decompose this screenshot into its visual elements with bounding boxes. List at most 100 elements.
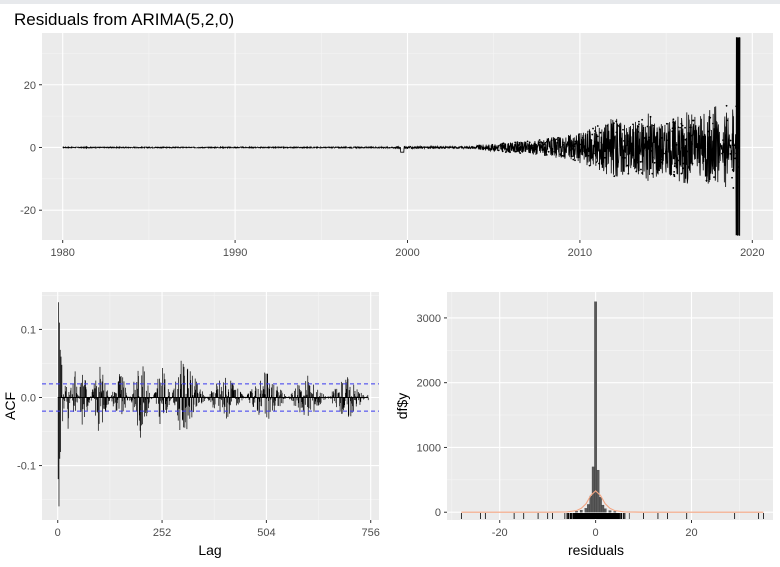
residual-point	[527, 147, 530, 150]
residual-point	[592, 127, 594, 130]
histogram-bar	[613, 511, 617, 513]
residual-point	[612, 122, 615, 125]
y-tick-label: 0	[30, 142, 36, 154]
residual-point	[658, 128, 661, 131]
residual-point	[665, 122, 668, 125]
residual-point	[504, 151, 507, 153]
x-axis-label: residuals	[568, 542, 624, 558]
residual-point	[508, 150, 511, 153]
residual-point	[532, 144, 534, 147]
residual-point	[650, 150, 653, 152]
residual-point	[735, 152, 737, 155]
residual-point	[628, 140, 631, 143]
residual-point	[673, 165, 676, 168]
density-curve	[461, 490, 764, 513]
acf-panel: -0.1 0.0 0.1 0 252 504 756 Lag ACF	[2, 292, 380, 558]
residual-point	[641, 155, 644, 157]
residual-point	[519, 152, 522, 155]
residual-point	[691, 143, 693, 145]
panel-background	[42, 292, 379, 520]
residual-point	[590, 139, 593, 142]
residual-point	[674, 127, 676, 130]
chart-title: Residuals from ARIMA(5,2,0)	[14, 10, 234, 29]
residual-point	[658, 155, 661, 158]
minor-gridlines	[42, 292, 379, 520]
residual-point	[545, 153, 548, 156]
residual-point	[622, 128, 624, 131]
residual-point	[713, 176, 715, 179]
residual-point	[737, 166, 740, 168]
residual-point	[735, 105, 738, 108]
residual-point	[581, 136, 584, 139]
residual-point	[569, 149, 572, 152]
residual-point	[638, 120, 640, 123]
histogram-bar	[608, 510, 612, 513]
residual-point	[672, 118, 675, 121]
residual-point	[510, 149, 513, 151]
residual-point	[673, 175, 676, 178]
residual-point	[709, 116, 712, 119]
residual-point	[574, 140, 577, 143]
residual-point	[677, 126, 680, 129]
residual-point	[691, 119, 694, 122]
residual-point	[661, 137, 663, 139]
residual-point	[578, 133, 580, 136]
residual-point	[547, 150, 550, 153]
residual-point	[684, 126, 686, 129]
y-axis-ticks: 0 1000 2000 3000	[417, 313, 447, 519]
residual-point	[535, 147, 538, 150]
residual-point	[682, 162, 685, 165]
residual-point	[546, 140, 548, 143]
residual-point	[572, 158, 575, 161]
residual-point	[671, 130, 674, 133]
residual-point	[516, 148, 519, 151]
residual-point	[665, 150, 668, 153]
residual-point	[722, 139, 724, 142]
residual-point	[561, 154, 564, 157]
residual-point	[708, 129, 711, 132]
residual-point	[646, 125, 649, 128]
residual-point	[708, 169, 711, 172]
residual-point	[723, 144, 726, 146]
residual-point	[545, 149, 547, 152]
residual-point	[680, 122, 683, 125]
residual-point	[729, 152, 732, 155]
residual-series	[62, 37, 741, 236]
residual-point	[663, 152, 665, 155]
residual-point	[721, 152, 723, 155]
residual-point	[686, 150, 689, 153]
residual-point	[519, 143, 521, 146]
residual-point	[637, 125, 639, 128]
histogram-bar	[575, 511, 578, 513]
x-tick-label: 20	[685, 527, 697, 539]
residual-point	[652, 124, 655, 127]
residual-point	[637, 130, 639, 133]
residual-point	[504, 147, 507, 150]
x-tick-label: 1980	[50, 247, 74, 259]
residual-point	[521, 143, 524, 146]
residual-point	[628, 142, 631, 145]
histogram-bar	[591, 466, 595, 513]
histogram-bar	[599, 497, 602, 513]
acf-bars	[57, 302, 369, 507]
residual-point	[579, 143, 582, 146]
residual-point	[638, 123, 640, 125]
residual-point	[604, 156, 606, 159]
y-axis-label: df$y	[394, 393, 410, 419]
residual-point	[516, 141, 519, 144]
y-tick-label: 2000	[417, 378, 441, 390]
residual-point	[560, 154, 562, 157]
residual-point	[626, 137, 629, 139]
residual-point	[501, 144, 504, 147]
residual-point	[493, 145, 496, 148]
residual-point	[701, 138, 704, 141]
residual-point	[573, 143, 576, 146]
residual-point	[671, 127, 674, 130]
residual-point	[734, 157, 737, 160]
residual-point	[534, 145, 537, 148]
x-axis-ticks: 0 252 504 756	[55, 520, 380, 539]
residual-point	[659, 146, 662, 149]
rug-marks	[460, 513, 764, 519]
residual-point	[548, 145, 551, 148]
y-tick-label: 0.0	[21, 392, 36, 404]
